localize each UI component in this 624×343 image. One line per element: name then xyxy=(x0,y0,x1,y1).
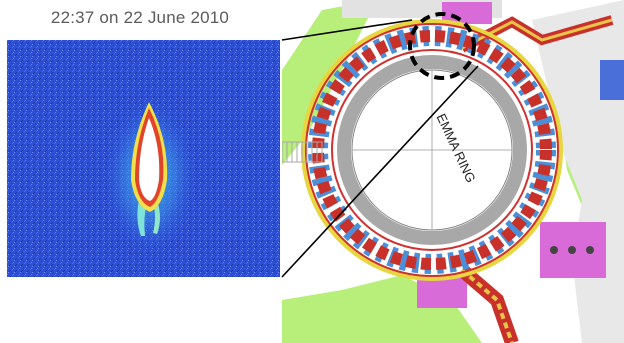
rack-bottom xyxy=(417,278,467,308)
ring-magnets-red xyxy=(312,30,552,270)
beam-tail-left xyxy=(137,200,147,236)
beam-core xyxy=(139,118,160,201)
emma-ring-layout: EMMA RING xyxy=(282,0,624,343)
blue-block xyxy=(600,60,624,100)
beam-image xyxy=(7,40,280,277)
caption: 22:37 on 22 June 2010 xyxy=(50,8,230,27)
